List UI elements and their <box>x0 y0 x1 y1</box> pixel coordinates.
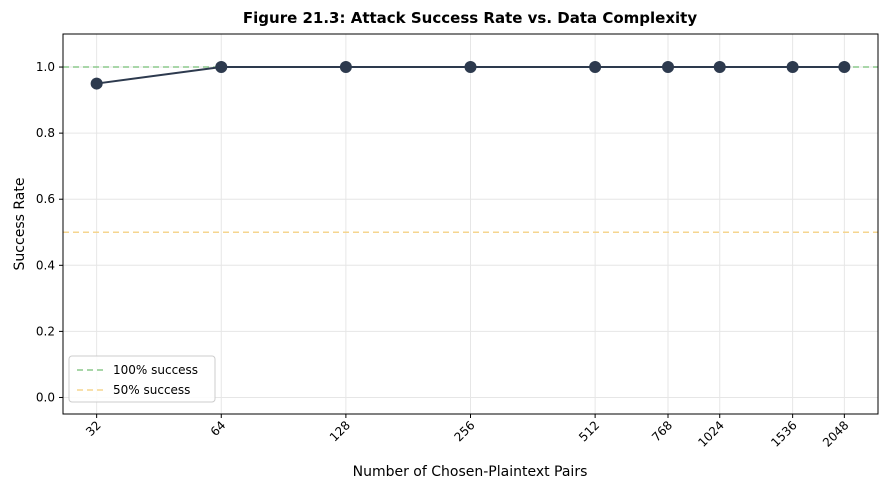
x-tick-label: 768 <box>649 418 675 444</box>
data-point <box>90 77 103 90</box>
data-point <box>215 61 228 74</box>
data-point <box>589 61 602 74</box>
legend-label: 50% success <box>113 383 190 397</box>
x-tick-label: 32 <box>83 418 104 439</box>
x-tick-label: 64 <box>208 418 229 439</box>
x-tick-label: 256 <box>452 418 478 444</box>
y-tick-label: 0.8 <box>36 126 55 140</box>
x-tick-label: 128 <box>327 418 353 444</box>
x-axis: 32 64 128 256 512 768 1024 1536 2048 <box>83 414 851 450</box>
series-layer <box>90 61 851 90</box>
y-axis-label: Success Rate <box>12 178 28 271</box>
y-tick-label: 1.0 <box>36 60 55 74</box>
data-point <box>838 61 851 74</box>
x-tick-label: 1024 <box>695 418 726 449</box>
data-point <box>339 61 352 74</box>
legend: 100% success 50% success <box>68 355 216 403</box>
data-point <box>786 61 799 74</box>
legend-label: 100% success <box>113 363 198 377</box>
x-axis-label: Number of Chosen-Plaintext Pairs <box>353 464 588 480</box>
x-tick-label: 2048 <box>820 418 851 449</box>
y-axis: 0.0 0.2 0.4 0.6 0.8 1.0 <box>36 60 63 404</box>
y-tick-label: 0.0 <box>36 390 55 404</box>
reference-lines <box>63 66 878 234</box>
data-point <box>464 61 477 74</box>
x-tick-label: 1536 <box>768 418 799 449</box>
y-tick-label: 0.2 <box>36 324 55 338</box>
grid <box>63 34 878 414</box>
x-tick-label: 512 <box>576 418 602 444</box>
data-point <box>713 61 726 74</box>
chart-title: Figure 21.3: Attack Success Rate vs. Dat… <box>243 9 697 27</box>
legend-box <box>68 355 216 403</box>
data-point <box>662 61 675 74</box>
y-tick-label: 0.4 <box>36 258 55 272</box>
y-tick-label: 0.6 <box>36 192 55 206</box>
